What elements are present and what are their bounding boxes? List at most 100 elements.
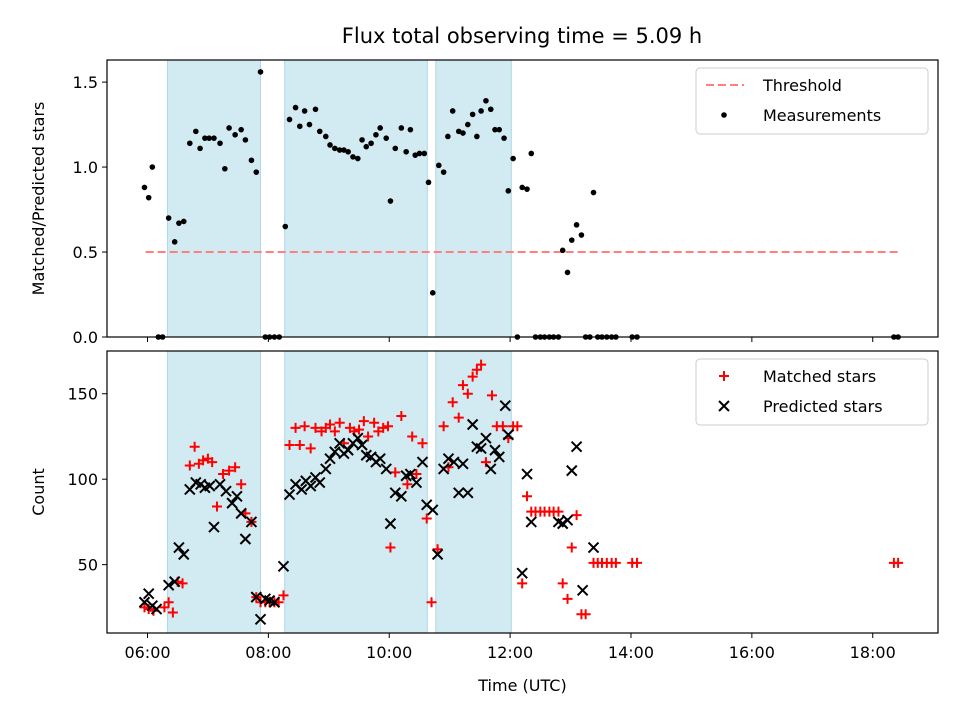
y-tick-label: 100 bbox=[67, 470, 98, 489]
x-axis-label: Time (UTC) bbox=[477, 676, 566, 695]
predicted-star-point bbox=[525, 516, 537, 528]
measurement-point bbox=[248, 157, 255, 164]
measurement-point bbox=[171, 239, 178, 245]
matched-star-point bbox=[512, 421, 523, 432]
predicted-star-point bbox=[462, 487, 474, 499]
matched-star-point bbox=[363, 431, 374, 442]
measurement-point bbox=[336, 147, 343, 153]
predicted-star-point bbox=[448, 456, 460, 468]
observing-window-band bbox=[435, 59, 512, 338]
measurement-point bbox=[449, 108, 456, 114]
x-tick-label: 08:00 bbox=[245, 643, 291, 662]
predicted-star-point bbox=[587, 541, 600, 554]
predicted-star-point bbox=[485, 463, 497, 475]
observing-window-band bbox=[166, 350, 262, 634]
measurement-point bbox=[217, 140, 223, 147]
matched-star-point bbox=[407, 431, 418, 442]
measurement-point bbox=[505, 188, 512, 194]
matched-star-point bbox=[390, 467, 401, 478]
predicted-star-point bbox=[239, 533, 252, 545]
predicted-star-point bbox=[404, 468, 417, 480]
x-tick-label: 10:00 bbox=[366, 643, 412, 662]
matched-star-point bbox=[522, 491, 533, 502]
measurement-point bbox=[206, 135, 212, 141]
measurement-point bbox=[425, 179, 432, 186]
matched-star-point bbox=[467, 371, 478, 382]
count-panel: 50 100 150 06:00 08:00 10:00 12:00 14:00 16:00 18… bbox=[29, 350, 939, 695]
legend-matched-swatch bbox=[719, 371, 729, 381]
measurement-point bbox=[327, 142, 333, 148]
matched-star-point bbox=[167, 607, 178, 618]
y-tick-label: 0.5 bbox=[73, 243, 98, 262]
predicted-star-point bbox=[173, 541, 185, 554]
x-tick-label: 16:00 bbox=[729, 643, 775, 662]
predicted-star-point bbox=[277, 560, 290, 573]
legend-box bbox=[695, 358, 929, 426]
matched-star-point bbox=[224, 465, 235, 476]
predicted-star-point bbox=[457, 458, 469, 470]
legend-box bbox=[695, 67, 929, 135]
predicted-star-point bbox=[570, 441, 583, 453]
measurement-point bbox=[445, 133, 451, 140]
measurement-point bbox=[377, 125, 383, 131]
predicted-star-point bbox=[442, 452, 455, 465]
x-tick-label: 18:00 bbox=[850, 643, 896, 662]
measurement-point bbox=[292, 104, 299, 111]
measurement-point bbox=[257, 69, 264, 75]
measurement-point bbox=[469, 111, 476, 118]
matched-star-point bbox=[325, 419, 336, 430]
matched-star-point bbox=[177, 578, 188, 589]
predicted-star-point bbox=[480, 432, 492, 444]
measurement-point bbox=[460, 130, 466, 136]
measurement-point bbox=[232, 131, 238, 138]
matched-star-point bbox=[184, 460, 195, 471]
measurement-point bbox=[510, 155, 516, 162]
predicted-star-point bbox=[561, 514, 574, 526]
measurement-point bbox=[368, 140, 374, 147]
measurement-point bbox=[590, 189, 597, 196]
matched-star-point bbox=[294, 440, 305, 450]
predicted-star-point bbox=[499, 399, 511, 412]
matched-star-point bbox=[305, 443, 316, 454]
matched-star-point bbox=[566, 542, 577, 553]
matched-star-point bbox=[354, 424, 365, 435]
predicted-star-point bbox=[453, 487, 465, 499]
measurement-point bbox=[483, 97, 489, 104]
measurement-point bbox=[312, 106, 319, 113]
predicted-star-point bbox=[254, 613, 267, 626]
predicted-star-point bbox=[250, 591, 262, 603]
predicted-star-point bbox=[431, 548, 444, 561]
measurement-point bbox=[474, 133, 480, 140]
measurement-point bbox=[359, 137, 365, 143]
measurement-point bbox=[501, 135, 507, 141]
matched-star-point bbox=[198, 455, 209, 466]
measurement-point bbox=[316, 128, 323, 135]
predicted-star-point bbox=[502, 429, 515, 441]
y-tick-label: 50 bbox=[78, 556, 98, 575]
predicted-star-point bbox=[324, 452, 336, 465]
measurement-point bbox=[197, 145, 203, 152]
measurement-point bbox=[222, 165, 228, 172]
predicted-star-point bbox=[150, 603, 163, 615]
matched-star-point bbox=[562, 593, 573, 604]
predicted-star-point bbox=[329, 446, 341, 458]
measurement-point bbox=[186, 140, 193, 147]
measurement-point bbox=[145, 194, 152, 201]
predicted-star-point bbox=[410, 476, 423, 489]
predicted-star-point bbox=[268, 596, 281, 608]
predicted-star-point bbox=[162, 579, 175, 591]
matched-star-point bbox=[230, 462, 241, 473]
predicted-star-point bbox=[556, 517, 569, 530]
measurement-point bbox=[564, 269, 571, 276]
measurement-point bbox=[568, 237, 575, 243]
predicted-star-point bbox=[352, 432, 364, 444]
predicted-star-point bbox=[295, 483, 308, 496]
matched-star-point bbox=[893, 557, 904, 568]
measurement-point bbox=[176, 220, 182, 226]
measurement-point bbox=[341, 147, 347, 153]
predicted-star-point bbox=[516, 567, 528, 579]
predicted-star-point bbox=[320, 463, 332, 475]
matched-star-point bbox=[580, 609, 591, 620]
predicted-star-point bbox=[168, 576, 181, 588]
axes-frame bbox=[106, 59, 939, 338]
